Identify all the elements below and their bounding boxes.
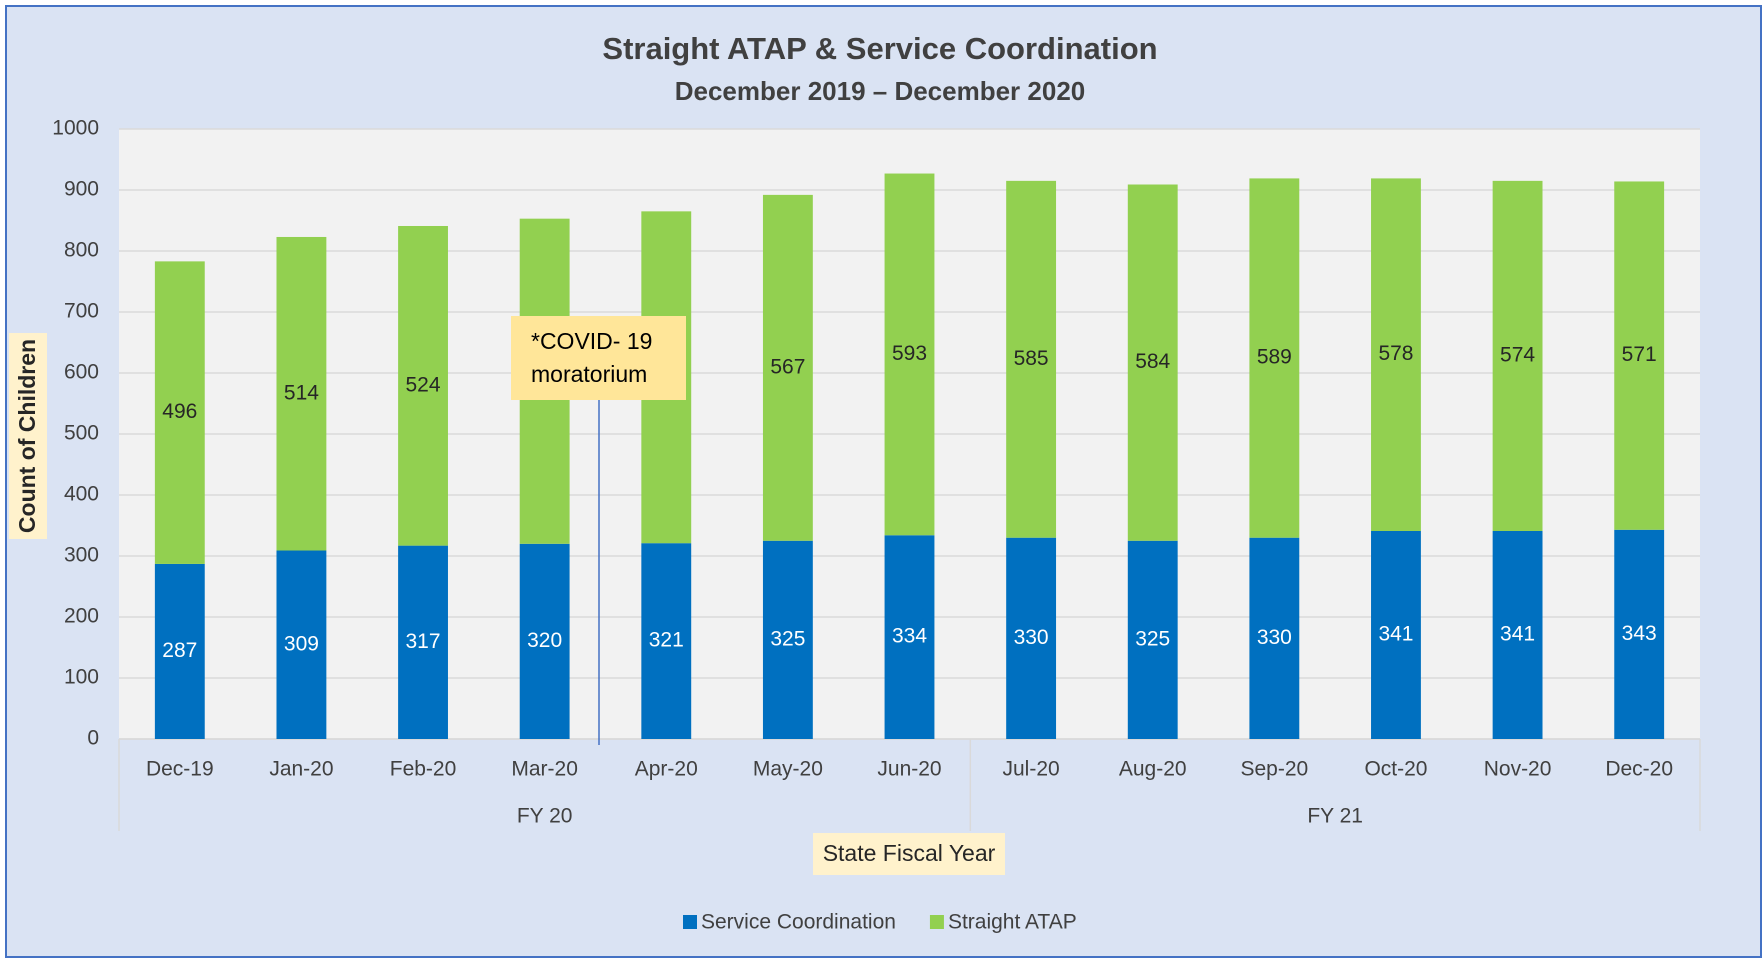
y-axis-title: Count of Children	[14, 339, 40, 533]
data-label: 321	[649, 629, 684, 652]
data-label: 524	[406, 373, 441, 396]
bar-segment	[1006, 537, 1057, 739]
bar-segment	[1249, 178, 1300, 538]
x-tick-label: Apr-20	[635, 758, 698, 781]
y-axis-title-bg	[9, 333, 47, 539]
y-tick-label: 900	[64, 178, 99, 201]
data-label: 341	[1500, 623, 1535, 646]
data-label: 287	[162, 639, 197, 662]
y-tick-label: 0	[87, 727, 99, 750]
x-tick-label: Mar-20	[511, 758, 578, 781]
data-label: 514	[284, 381, 319, 404]
x-tick-label: Jun-20	[877, 758, 941, 781]
data-label: 341	[1378, 623, 1413, 646]
bar-segment	[1492, 180, 1543, 531]
data-label: 343	[1622, 622, 1657, 645]
data-label: 571	[1622, 343, 1657, 366]
bar-segment	[641, 543, 692, 739]
x-tick-label: Jan-20	[269, 758, 333, 781]
bar-segment	[884, 173, 935, 536]
data-label: 325	[1135, 627, 1170, 650]
x-tick-label: Sep-20	[1240, 758, 1308, 781]
bar-segment	[1249, 537, 1300, 739]
bar-segment	[762, 194, 813, 541]
x-tick-label: Aug-20	[1119, 758, 1187, 781]
y-tick-label: 1000	[52, 117, 99, 140]
annotation-text: *COVID- 19	[531, 328, 652, 354]
y-tick-label: 600	[64, 361, 99, 384]
data-label: 593	[892, 342, 927, 365]
x-tick-label: Dec-19	[146, 758, 214, 781]
bar-segment	[1371, 530, 1421, 739]
data-label: 309	[284, 632, 319, 655]
bar-segment	[154, 563, 205, 739]
bar-segment	[1006, 180, 1057, 538]
bar-segment	[154, 261, 205, 564]
data-label: 584	[1135, 350, 1170, 373]
bar-segment	[1614, 529, 1665, 739]
x-tick-label: Feb-20	[390, 758, 457, 781]
legend-swatch	[929, 915, 944, 929]
x-axis-title: State Fiscal Year	[823, 840, 996, 866]
bar-segment	[1127, 184, 1178, 541]
data-label: 578	[1378, 342, 1413, 365]
chart-subtitle: December 2019 – December 2020	[675, 76, 1086, 106]
bar-segment	[1127, 540, 1178, 739]
data-label: 585	[1014, 347, 1049, 370]
data-label: 574	[1500, 343, 1535, 366]
data-label: 317	[406, 630, 441, 653]
y-tick-label: 300	[64, 544, 99, 567]
y-tick-label: 200	[64, 605, 99, 628]
x-axis-title-bg	[813, 833, 1005, 875]
chart-title: Straight ATAP & Service Coordination	[602, 31, 1157, 66]
data-label: 567	[770, 355, 805, 378]
data-label: 320	[527, 629, 562, 652]
x-tick-label: May-20	[753, 758, 823, 781]
bar-segment	[1614, 181, 1665, 530]
bar-segment	[276, 550, 327, 739]
x-tick-label: Dec-20	[1605, 758, 1673, 781]
bar-segment	[519, 543, 570, 739]
bar-segment	[884, 535, 935, 739]
group-label: FY 21	[1307, 805, 1363, 828]
annotation-text: moratorium	[531, 361, 647, 387]
group-label: FY 20	[517, 805, 573, 828]
x-tick-label: Nov-20	[1484, 758, 1552, 781]
x-tick-label: Jul-20	[1003, 758, 1060, 781]
y-tick-label: 700	[64, 300, 99, 323]
annotation-box	[511, 316, 686, 400]
bar-segment	[1371, 178, 1421, 531]
data-label: 330	[1014, 626, 1049, 649]
bar-segment	[276, 236, 327, 551]
bar-segment	[398, 225, 448, 546]
x-tick-label: Oct-20	[1364, 758, 1427, 781]
legend-swatch	[683, 915, 697, 929]
bar-segment	[1492, 530, 1543, 739]
bar-segment	[398, 545, 448, 739]
data-label: 589	[1257, 346, 1292, 369]
y-tick-label: 500	[64, 422, 99, 445]
y-tick-label: 800	[64, 239, 99, 262]
data-label: 496	[162, 400, 197, 423]
data-label: 330	[1257, 626, 1292, 649]
y-tick-label: 100	[64, 666, 99, 689]
y-tick-label: 400	[64, 483, 99, 506]
legend-label: Service Coordination	[701, 911, 896, 934]
data-label: 325	[770, 627, 805, 650]
bar-segment	[762, 540, 813, 739]
data-label: 334	[892, 625, 927, 648]
legend-label: Straight ATAP	[948, 911, 1077, 934]
